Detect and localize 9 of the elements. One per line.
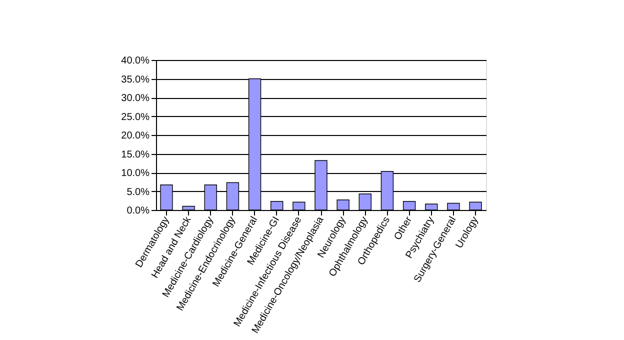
y-tick-label: 20.0% [121, 130, 150, 142]
y-tick-label: 40.0% [121, 56, 150, 66]
y-tick-label: 10.0% [121, 168, 150, 179]
y-tick-label: 0.0% [126, 206, 150, 216]
y-tick-label: 30.0% [121, 93, 150, 104]
y-tick-label: 35.0% [121, 74, 150, 86]
y-tick-label: 15.0% [121, 149, 150, 160]
y-tick-label: 5.0% [126, 186, 150, 198]
y-tick-label: 25.0% [121, 112, 150, 123]
